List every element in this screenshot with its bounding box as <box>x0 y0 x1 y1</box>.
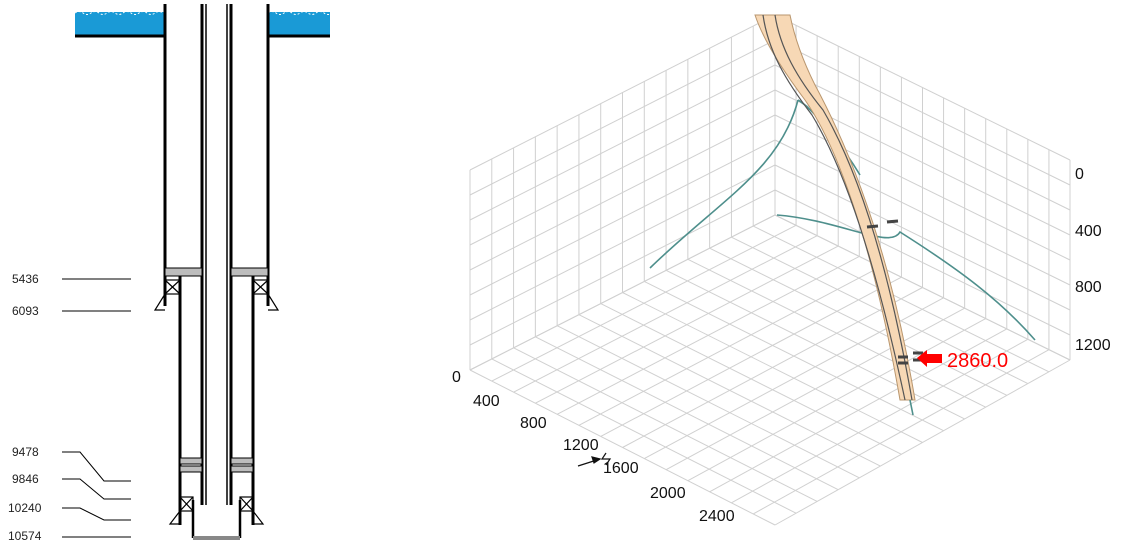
vertical-tick-4: 1200 <box>1075 337 1111 354</box>
depth-markers: 5436 6093 9478 9846 10240 10574 <box>8 272 131 543</box>
vertical-tick-3: 800 <box>1075 279 1102 296</box>
projection-curves <box>649 99 1036 341</box>
hanger-lower <box>168 496 265 525</box>
horizontal-tick-6: 2000 <box>650 485 686 502</box>
horizontal-tick-2: 400 <box>473 393 500 410</box>
sea-left <box>75 12 165 36</box>
north-arrow-icon <box>577 452 612 467</box>
vertical-tick-2: 400 <box>1075 223 1102 240</box>
horizontal-tick-4: 1200 <box>563 437 599 454</box>
packer-upper <box>164 267 269 277</box>
trajectory-3d-plot: 0 400 800 1200 0 400 800 1200 1600 2000 … <box>452 14 1111 526</box>
wellbore-line-1 <box>762 14 906 401</box>
vertical-axis: 0 400 800 1200 <box>1075 166 1111 354</box>
depth-label-4: 9846 <box>12 472 39 486</box>
annotation-arrow-icon <box>917 350 942 367</box>
grid <box>469 14 1071 526</box>
annotation-label: 2860.0 <box>947 350 1008 372</box>
packer-lower <box>179 457 254 473</box>
projection-right-wall <box>776 214 1036 341</box>
depth-label-5: 10240 <box>8 501 42 515</box>
hanger-upper <box>153 279 280 311</box>
depth-label-6: 10574 <box>8 529 42 543</box>
wellbore-tube <box>754 14 923 416</box>
depth-annotation: 2860.0 <box>917 350 1008 372</box>
horizontal-tick-1: 0 <box>452 369 461 386</box>
vertical-tick-1: 0 <box>1075 166 1084 183</box>
horizontal-axis: 0 400 800 1200 1600 2000 2400 <box>452 369 735 525</box>
wellbore-line-2 <box>774 14 913 401</box>
wellbore-schematic: 5436 6093 9478 9846 10240 10574 <box>8 4 330 543</box>
horizontal-tick-3: 800 <box>520 415 547 432</box>
wellbore-seals <box>866 219 923 365</box>
sea-right <box>268 12 330 36</box>
projection-left-wall <box>649 99 799 269</box>
depth-label-2: 6093 <box>12 304 39 318</box>
horizontal-tick-5: 1600 <box>603 460 639 477</box>
depth-label-3: 9478 <box>12 445 39 459</box>
depth-label-1: 5436 <box>12 272 39 286</box>
wellbore-tail <box>909 399 914 416</box>
horizontal-tick-7: 2400 <box>699 508 735 525</box>
